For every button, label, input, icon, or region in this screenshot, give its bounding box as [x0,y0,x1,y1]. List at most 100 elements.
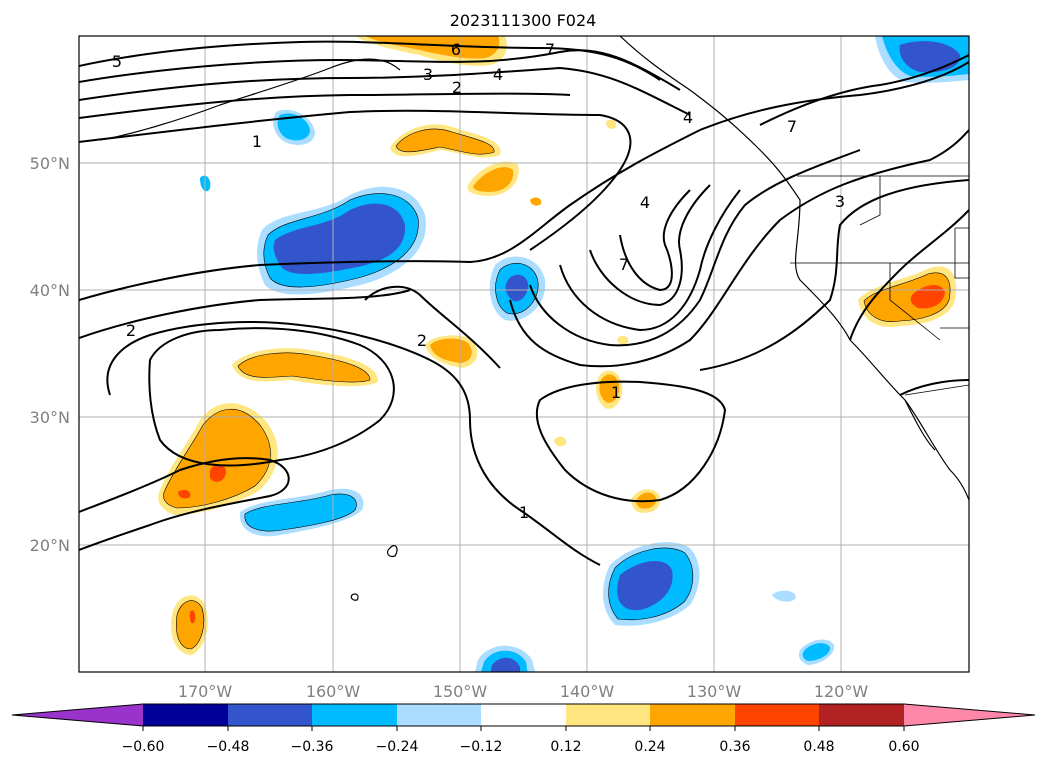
colorbar-tick-label: 0.12 [550,739,581,755]
colorbar-segment [566,704,650,726]
colorbar-segment [312,704,397,726]
colorbar-segment [228,704,312,726]
colorbar-segment [481,704,566,726]
colorbar-segment [143,704,228,726]
contour-1-west [79,457,290,551]
positive-area-west-central [158,403,278,515]
colorbar-tick-label: 0.48 [803,739,834,755]
negative-area-bottom [474,645,536,672]
contour-label: 3 [835,192,845,211]
negative-area-central [489,256,546,321]
lat-label-40n: 40°N [30,281,70,300]
contour-labels: 5 6 7 3 4 2 1 7 4 7 3 2 2 1 1 4 [112,40,845,522]
state-border-east [954,227,969,279]
negative-area-south [603,542,700,626]
latitude-labels: 50°N 40°N 30°N 20°N [30,154,70,555]
positive-area-hawaii-south [171,595,208,655]
state-border-wa-or [859,176,881,226]
positive-area-tiny-3 [554,436,567,447]
colorbar-tick-label: −0.36 [291,739,334,755]
contour-label: 7 [787,117,797,136]
contour-4 [79,49,681,91]
contour-label: 4 [683,108,693,127]
positive-area-tiny-4 [617,335,629,346]
lat-label-30n: 30°N [30,408,70,427]
contour-5 [79,40,661,81]
colorbar-tick-label: −0.24 [376,739,419,755]
state-border-ca-nv [889,263,941,341]
state-borders [790,175,969,396]
contour-3-east [699,179,969,371]
lat-label-20n: 20°N [30,536,70,555]
contour-2-loop [364,285,501,369]
negative-area-southeast [798,639,835,665]
colorbar-segment [650,704,735,726]
shading-outlines [163,128,951,650]
contour-3 [79,66,691,116]
contour-label: 1 [519,503,529,522]
contour-label: 7 [619,255,629,274]
gridlines [79,36,969,672]
lon-label-170w: 170°W [178,682,233,701]
hawaii-island [386,544,398,557]
contour-2-west [79,289,411,339]
colorbar-segment [819,704,904,726]
contour-1-north [79,109,632,251]
contour-1-central [106,321,601,566]
contour-label: 7 [545,40,555,59]
contour-6-north [759,54,969,126]
lat-label-50n: 50°N [30,154,70,173]
contour-label: 2 [126,321,136,340]
contour-3-inner [849,209,969,341]
positive-area-3 [425,335,478,368]
map-border [78,35,970,673]
positive-area-1 [390,124,501,158]
colorbar-tick-label: 0.60 [888,739,919,755]
positive-area-4 [232,348,379,387]
negative-area-small-east [772,590,796,602]
lon-label-150w: 150°W [433,682,488,701]
contour-1-closed [535,380,727,503]
island-small [350,593,359,601]
shaded-fields [158,36,969,672]
positive-area-tiny-1 [530,197,542,206]
contour-label: 5 [112,52,122,71]
colorbar-tick-label: −0.60 [122,739,165,755]
colorbar-tick-label: 0.24 [634,739,665,755]
contour-2-north [79,92,571,119]
us-mexico-border [904,384,969,396]
contour-label: 6 [451,40,461,59]
map-title: 2023111300 F024 [450,11,597,30]
contour-2-closed [148,327,395,467]
map-panel: 5 6 7 3 4 2 1 7 4 7 3 2 2 1 1 4 [79,36,969,672]
north-america-coast [619,36,969,501]
contour-4-trough [509,129,969,368]
contour-label: 1 [611,383,621,402]
lon-label-130w: 130°W [687,682,742,701]
contour-7-inner [619,189,691,292]
colorbar-segment [397,704,481,726]
contour-label: 1 [252,132,262,151]
colorbar-tick-label: −0.48 [207,739,250,755]
negative-area-canada [875,36,969,83]
contour-label: 3 [423,65,433,84]
contour-label: 2 [417,331,427,350]
contour-7-trough [589,184,711,307]
contour-label: 4 [640,193,650,212]
positive-area-tiny-2 [606,119,617,130]
colorbar-tick-label: 0.36 [719,739,750,755]
contour-label: 2 [452,78,462,97]
colorbar-extend-low [12,704,143,726]
baja-coast [904,399,936,451]
contour-2-mid [79,61,969,301]
contour-2-east [899,379,969,396]
contour-label: 4 [493,65,503,84]
longitude-labels: 170°W 160°W 150°W 140°W 130°W 120°W [178,682,869,701]
contour-6-trough [559,189,741,332]
lon-label-120w: 120°W [814,682,869,701]
colorbar-segment [735,704,819,726]
colorbar: −0.60 −0.48 −0.36 −0.24 −0.12 0.12 0.24 … [11,703,1036,755]
lon-label-140w: 140°W [560,682,615,701]
positive-area-california [858,266,957,327]
